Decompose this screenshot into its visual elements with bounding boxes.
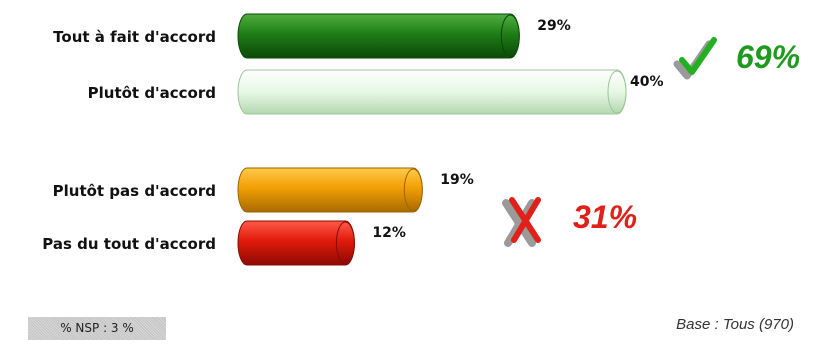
agree-total-label: 69% bbox=[736, 39, 800, 75]
bar-plutot-d-accord bbox=[237, 69, 627, 115]
category-label-plutot-d-accord: Plutôt d'accord bbox=[88, 84, 216, 102]
bar-cap-plutot-pas-d-accord bbox=[403, 168, 423, 212]
value-label-pas-du-tout-d-accord: 12% bbox=[372, 225, 406, 241]
disagree-total-label: 31% bbox=[573, 199, 637, 235]
bar-cap-pas-du-tout-d-accord bbox=[335, 221, 355, 265]
bar-plutot-pas-d-accord bbox=[237, 167, 423, 213]
cross-icon bbox=[502, 197, 541, 247]
checkmark-icon bbox=[673, 37, 717, 80]
value-label-plutot-pas-d-accord: 19% bbox=[440, 172, 474, 188]
value-label-tout-a-fait-d-accord: 29% bbox=[537, 18, 571, 34]
bar-cap-tout-a-fait-d-accord bbox=[500, 14, 520, 58]
bar-cap-plutot-d-accord bbox=[607, 70, 627, 114]
nsp-badge: % NSP : 3 % bbox=[28, 317, 166, 340]
category-label-plutot-pas-d-accord: Plutôt pas d'accord bbox=[53, 182, 216, 200]
category-label-tout-a-fait-d-accord: Tout à fait d'accord bbox=[53, 28, 216, 46]
bar-chart: Tout à fait d'accord 29% Plutôt d'accord 40… bbox=[42, 13, 800, 266]
bar-tout-a-fait-d-accord bbox=[237, 13, 520, 59]
category-label-pas-du-tout-d-accord: Pas du tout d'accord bbox=[42, 235, 216, 253]
value-label-plutot-d-accord: 40% bbox=[630, 74, 664, 90]
base-note: Base : Tous (970) bbox=[676, 316, 794, 333]
